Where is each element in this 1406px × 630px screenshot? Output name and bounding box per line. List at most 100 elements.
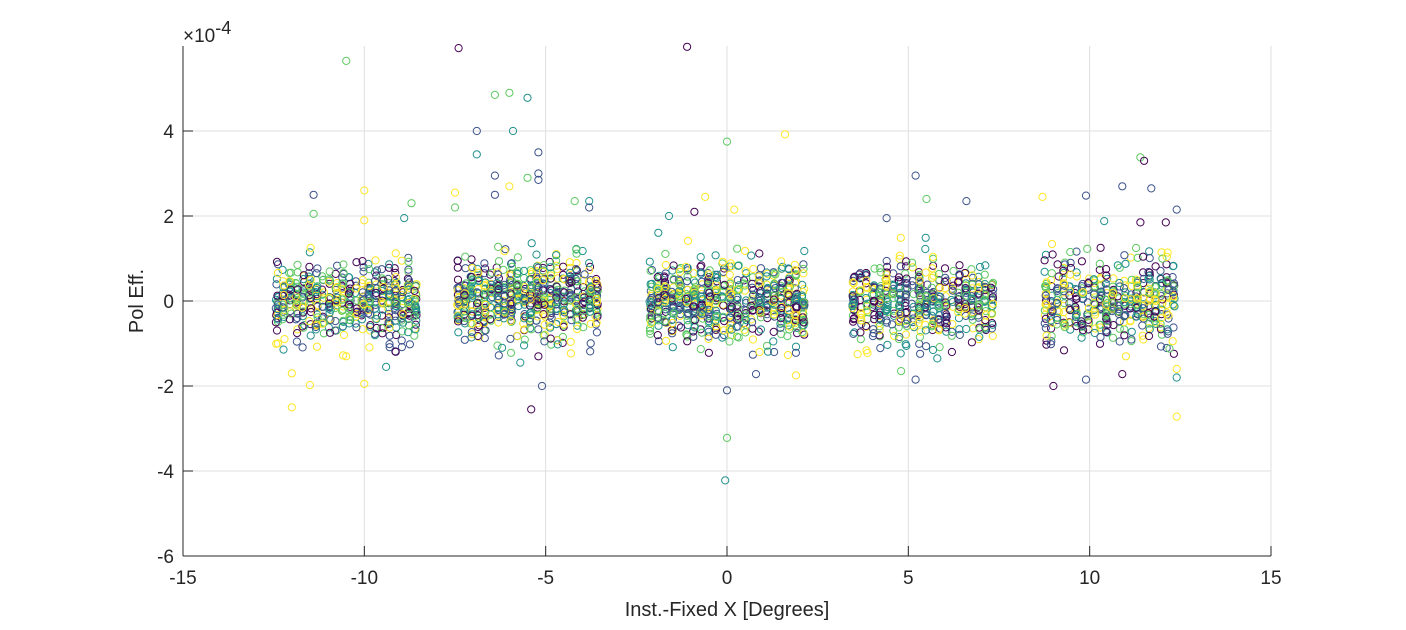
scatter-point xyxy=(876,344,885,353)
scatter-point xyxy=(1048,318,1057,327)
scatter-point xyxy=(372,271,381,280)
scatter-point xyxy=(480,318,489,328)
scatter-point xyxy=(1120,251,1129,260)
x-tick-label: -15 xyxy=(169,568,196,589)
x-tick-label: -10 xyxy=(351,568,378,589)
scatter-point xyxy=(1115,278,1124,288)
scatter-point xyxy=(783,288,792,298)
scatter-point xyxy=(953,288,963,297)
scatter-point xyxy=(675,301,685,310)
scatter-point xyxy=(526,295,535,304)
scatter-point xyxy=(769,327,778,336)
scatter-point xyxy=(1072,307,1081,316)
scatter-point xyxy=(472,126,481,136)
scatter-point xyxy=(653,284,663,294)
scatter-point xyxy=(940,264,950,273)
scatter-point xyxy=(754,272,763,281)
scatter-point xyxy=(791,316,800,325)
scatter-point xyxy=(412,308,421,317)
scatter-point xyxy=(519,266,529,275)
scatter-point xyxy=(305,248,314,257)
scatter-point xyxy=(404,275,413,285)
scatter-point xyxy=(668,266,677,275)
scatter-point xyxy=(364,305,373,314)
scatter-point xyxy=(1139,274,1148,283)
scatter-point xyxy=(280,335,289,344)
scatter-point xyxy=(559,320,569,329)
scatter-point xyxy=(870,297,879,306)
scatter-point xyxy=(856,286,865,295)
scatter-point xyxy=(967,294,976,303)
x-tick-label: 0 xyxy=(722,568,733,589)
scatter-point xyxy=(776,314,786,323)
scatter-point xyxy=(981,311,991,320)
scatter-point xyxy=(1145,268,1154,277)
scatter-point xyxy=(514,302,523,311)
scatter-point xyxy=(675,267,685,276)
scatter-point xyxy=(733,276,742,285)
scatter-point xyxy=(558,307,568,316)
scatter-point xyxy=(896,233,905,242)
scatter-point xyxy=(1168,337,1177,346)
scatter-point xyxy=(494,242,503,251)
scatter-point xyxy=(704,348,714,357)
scatter-point xyxy=(513,279,522,288)
scatter-point xyxy=(586,319,595,328)
scatter-point xyxy=(546,271,556,280)
scatter-point xyxy=(498,343,507,352)
y-tick-label: -2 xyxy=(157,377,174,398)
scatter-point xyxy=(756,264,766,273)
scatter-point xyxy=(748,283,757,292)
scatter-point xyxy=(472,150,481,159)
scatter-point xyxy=(572,245,581,254)
scatter-point xyxy=(790,260,800,269)
scatter-point xyxy=(461,252,470,261)
scatter-point xyxy=(1162,300,1172,309)
scatter-point xyxy=(739,276,749,285)
scatter-point xyxy=(585,262,595,271)
scatter-point xyxy=(279,345,288,354)
scatter-point xyxy=(565,258,574,267)
scatter-point xyxy=(587,284,596,293)
scatter-point xyxy=(455,298,464,307)
scatter-point xyxy=(592,294,601,303)
scatter-point xyxy=(935,343,944,352)
scatter-point xyxy=(870,264,879,273)
scatter-point xyxy=(741,296,751,305)
scatter-point xyxy=(1066,263,1076,273)
scatter-point xyxy=(523,93,532,102)
scatter-point xyxy=(365,297,374,307)
scatter-point xyxy=(546,263,555,272)
scatter-point xyxy=(572,314,581,323)
scatter-point xyxy=(798,287,808,297)
scatter-point xyxy=(468,293,477,302)
scatter-point xyxy=(1109,321,1118,330)
scatter-point xyxy=(962,324,971,334)
scatter-point xyxy=(713,312,722,321)
scatter-point xyxy=(863,348,872,358)
scatter-point xyxy=(412,291,421,300)
scatter-point xyxy=(785,322,794,331)
scatter-point xyxy=(320,318,329,327)
scatter-point xyxy=(1120,331,1129,340)
scatter-point xyxy=(586,347,595,356)
scatter-point xyxy=(1047,337,1056,346)
y-axis-label: Pol Eff. xyxy=(126,269,148,333)
scatter-point xyxy=(1115,282,1124,291)
scatter-point xyxy=(799,318,808,327)
scatter-point xyxy=(902,279,912,288)
scatter-point xyxy=(1053,289,1062,298)
scatter-point xyxy=(1145,275,1154,284)
scatter-point xyxy=(1084,304,1094,313)
scatter-point xyxy=(704,334,713,343)
scatter-point xyxy=(975,332,984,341)
scatter-point xyxy=(1096,333,1105,342)
scatter-point xyxy=(989,299,998,308)
scatter-point xyxy=(1169,349,1179,358)
scatter-point xyxy=(526,308,536,317)
scatter-point xyxy=(391,268,400,277)
scatter-point xyxy=(398,310,407,319)
scatter-point xyxy=(1164,311,1173,320)
scatter-point xyxy=(385,260,394,269)
scatter-point xyxy=(704,319,714,328)
